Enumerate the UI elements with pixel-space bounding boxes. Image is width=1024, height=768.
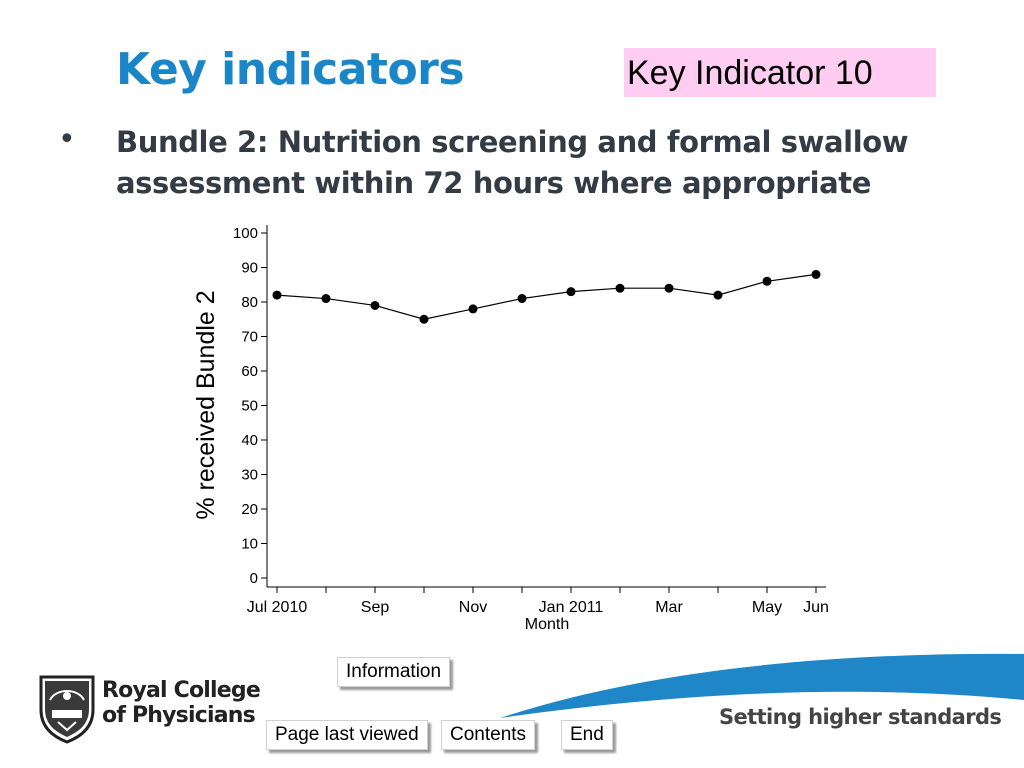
data-point [468, 304, 478, 314]
y-tick-label: 40 [241, 432, 258, 449]
logo-line-2: of Physicians [102, 703, 256, 728]
bullet-line-1: Bundle 2: Nutrition screening and formal… [116, 125, 909, 159]
x-axis-label: Month [525, 616, 569, 633]
crest-icon [39, 675, 95, 744]
page-last-viewed-button[interactable]: Page last viewed [266, 720, 428, 750]
y-tick-label: 80 [241, 294, 258, 311]
series-line [276, 273, 817, 320]
chart-ticks: 0 10 20 30 40 50 60 70 80 90 100 Jul 2010 Sep Nov Jan … [233, 225, 829, 616]
data-point [419, 314, 429, 324]
x-tick-label: Sep [361, 599, 390, 616]
x-tick-label: Mar [655, 599, 683, 616]
data-point [272, 290, 282, 300]
x-tick-label: May [752, 599, 782, 616]
tagline: Setting higher standards [719, 705, 1002, 729]
logo-line-1: Royal College [102, 678, 261, 703]
key-indicator-badge: Key Indicator 10 [624, 48, 936, 97]
data-point [615, 283, 625, 293]
data-point [664, 283, 674, 293]
x-tick-label: Jul 2010 [247, 599, 308, 616]
bullet-text: Bundle 2: Nutrition screening and formal… [116, 122, 976, 204]
data-point [762, 276, 772, 286]
bullet-line-2: assessment within 72 hours where appropr… [116, 166, 872, 200]
x-tick-label: Jun [803, 599, 829, 616]
page-title: Key indicators [116, 44, 465, 95]
logo-text: Royal College of Physicians [102, 678, 261, 728]
y-tick-label: 100 [233, 225, 258, 242]
y-tick-label: 20 [241, 501, 258, 518]
y-tick-label: 50 [241, 398, 258, 415]
bullet-symbol: • [58, 122, 76, 157]
data-point [811, 269, 821, 279]
contents-button[interactable]: Contents [441, 720, 536, 750]
y-tick-label: 60 [241, 363, 258, 380]
y-tick-label: 0 [250, 570, 258, 587]
end-button[interactable]: End [561, 720, 613, 750]
information-button[interactable]: Information [337, 657, 451, 687]
y-tick-label: 30 [241, 467, 258, 484]
data-point [370, 300, 380, 310]
x-tick-label: Nov [459, 599, 487, 616]
data-point [517, 294, 527, 304]
x-tick-label: Jan 2011 [539, 599, 604, 616]
data-point [713, 290, 723, 300]
y-tick-label: 70 [241, 329, 258, 346]
y-tick-label: 10 [241, 536, 258, 553]
data-point [566, 287, 576, 297]
data-point [321, 294, 331, 304]
y-tick-label: 90 [241, 260, 258, 277]
data-points [272, 269, 821, 324]
y-axis-label: % received Bundle 2 [192, 290, 220, 519]
